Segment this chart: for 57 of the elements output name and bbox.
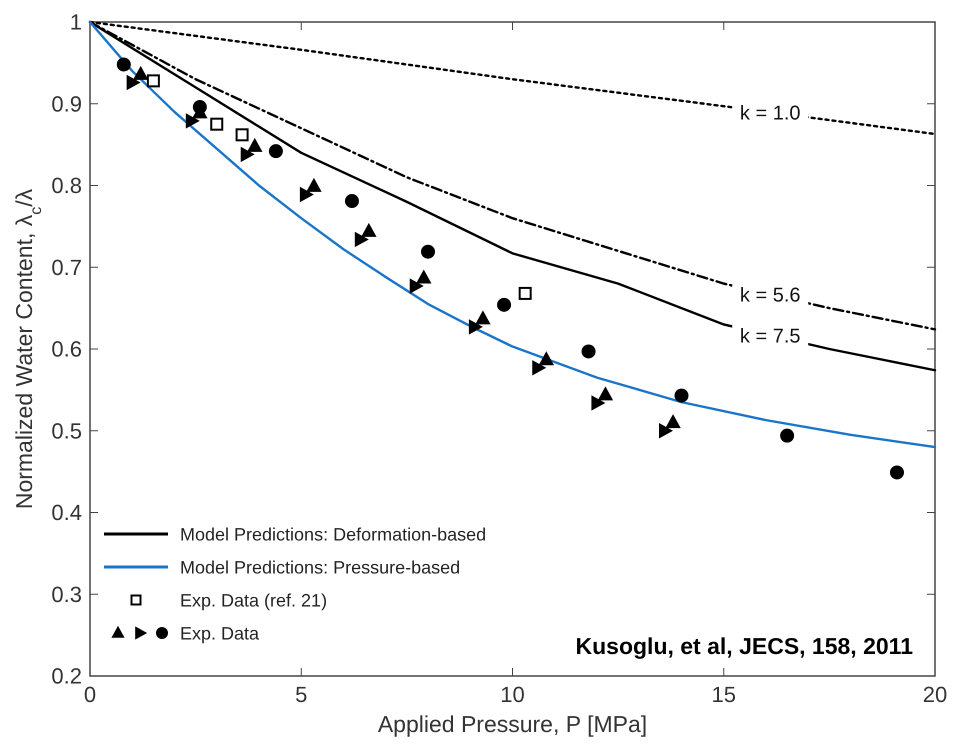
x-tick-label: 10 — [500, 682, 525, 707]
point — [247, 138, 262, 152]
y-tick-label: 1 — [70, 10, 82, 35]
x-tick-label: 5 — [295, 682, 308, 707]
point — [410, 278, 424, 294]
y-tick-label: 0.4 — [51, 500, 82, 526]
point — [240, 146, 255, 162]
x-tick-label: 15 — [712, 682, 736, 707]
y-tick-label: 0.8 — [51, 173, 82, 198]
annotation: k = 5.6 — [740, 284, 801, 306]
point — [300, 186, 314, 202]
annotation: k = 1.0 — [740, 102, 801, 124]
point — [497, 298, 512, 312]
point — [665, 414, 681, 428]
y-tick-label: 0.2 — [51, 664, 82, 689]
point — [306, 178, 322, 192]
point — [210, 118, 224, 131]
legend-label: Exp. Data (ref. 21) — [180, 590, 328, 610]
point — [133, 66, 148, 80]
point — [674, 388, 688, 403]
point — [468, 319, 483, 335]
y-tick-label: 0.5 — [51, 418, 82, 444]
y-tick-label: 0.9 — [51, 91, 82, 116]
point — [236, 128, 249, 142]
y-tick-label: 0.7 — [51, 254, 82, 280]
point — [538, 351, 554, 366]
x-tick-label: 0 — [84, 682, 96, 707]
point — [475, 310, 491, 324]
point — [659, 423, 673, 438]
point — [890, 465, 904, 480]
point — [192, 100, 207, 114]
y-tick-label: 0.3 — [51, 582, 82, 607]
point — [421, 244, 435, 259]
point — [344, 194, 359, 208]
point — [598, 386, 614, 400]
point — [268, 144, 283, 158]
point — [146, 74, 160, 88]
annotation: k = 7.5 — [740, 325, 801, 348]
point — [582, 344, 596, 358]
x-axis-title: Applied Pressure, P [MPa] — [378, 711, 648, 737]
point — [361, 222, 377, 237]
annotation: Kusoglu, et al, JECS, 158, 2011 — [576, 633, 914, 659]
y-tick-label: 0.6 — [51, 336, 82, 362]
point — [532, 360, 546, 376]
point — [591, 395, 606, 411]
legend-label: Exp. Data — [180, 623, 260, 644]
point — [416, 269, 432, 284]
point — [126, 74, 141, 90]
legend-label: Model Predictions: Pressure-based — [180, 557, 460, 578]
legend-label: Model Predictions: Deformation-based — [180, 524, 486, 544]
x-tick-label: 20 — [922, 682, 948, 707]
point — [780, 428, 794, 443]
point — [186, 113, 200, 129]
point — [354, 232, 369, 248]
line-series — [88, 20, 936, 448]
point — [518, 286, 532, 300]
point — [116, 58, 131, 72]
